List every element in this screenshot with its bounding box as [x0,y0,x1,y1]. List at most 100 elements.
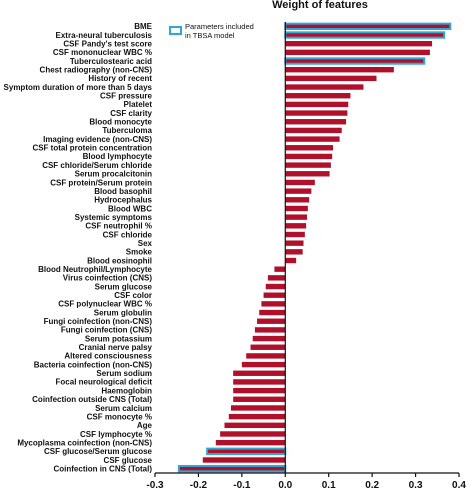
bar-30 [265,283,286,290]
category-label-3: CSF mononuclear WBC % [53,48,152,57]
bar-29 [267,275,286,281]
chart-title: Weight of features [272,0,368,11]
x-tick-label-4: 0.1 [322,480,336,490]
category-label-50: CSF glucose [104,456,153,465]
bar-4 [284,57,426,65]
bar-50 [202,457,286,463]
category-label-36: Serum potassium [85,334,152,343]
bar-27 [285,257,297,264]
bar-16 [285,162,331,168]
category-label-10: CSF clarity [110,109,152,118]
category-label-18: CSF protein/Serum protein [50,178,152,187]
category-label-21: Blood WBC [108,204,152,213]
bar-14 [285,145,334,151]
bar-47 [220,431,286,437]
category-label-43: Coinfection outside CNS (Total) [32,395,152,404]
bar-8 [285,93,351,99]
bar-11 [285,119,347,125]
category-label-5: Chest radiography (non-CNS) [40,66,153,75]
bar-15 [285,153,333,160]
legend-swatch [169,26,182,35]
bar-13 [285,136,340,142]
category-label-24: CSF chloride [103,230,153,239]
bar-28 [274,266,286,272]
category-label-32: CSF polynuclear WBC % [58,300,152,309]
bar-42 [233,387,286,394]
bar-44 [231,405,286,411]
bar-45 [228,413,286,420]
legend-label-line1: Parameters included [185,22,254,31]
bar-24 [285,231,305,238]
bar-26 [285,249,303,255]
bar-7 [285,84,364,90]
category-label-47: CSF lymphocyte % [80,430,152,439]
bar-49 [206,447,287,456]
category-label-1: Extra-neural tuberculosis [56,31,153,40]
category-label-33: Serum globulin [94,308,152,317]
bar-43 [233,396,286,402]
category-label-26: Smoke [126,248,153,257]
bar-2 [285,40,433,47]
category-label-45: CSF monocyte % [87,412,152,421]
category-label-41: Focal neurological deficit [56,378,153,387]
category-label-49: CSF glucose/Serum glucose [44,447,153,456]
bar-5 [285,67,394,73]
bar-18 [285,179,315,186]
bar-6 [285,75,377,82]
category-label-19: Blood basophil [94,187,152,196]
category-label-11: Blood monocyte [89,118,152,127]
x-tick-label-6: 0.3 [409,480,423,490]
bar-35 [254,327,286,333]
bar-48 [215,439,286,446]
category-label-15: Blood lymphocyte [83,152,153,161]
bar-31 [263,292,286,298]
bar-0 [284,22,452,31]
legend: Parameters included in TBSA model [169,22,254,40]
bar-23 [285,223,307,229]
category-label-31: CSF color [114,291,152,300]
category-label-39: Bacteria coinfection (non-CNS) [34,360,153,369]
x-tick-label-5: 0.2 [365,480,379,490]
category-label-34: Fungi coinfection (non-CNS) [44,317,153,326]
category-label-17: Serum procalcitonin [75,170,152,179]
category-label-25: Sex [138,239,153,248]
category-label-42: Haemoglobin [101,386,152,395]
bar-32 [261,301,286,307]
bar-19 [285,188,312,194]
bar-21 [285,205,308,212]
bar-34 [257,318,286,324]
bar-1 [284,31,446,39]
category-label-2: CSF Pandy's test score [63,39,152,48]
category-label-22: Systemic symptoms [75,213,153,222]
category-label-4: Tuberculostearic acid [70,57,152,66]
bar-36 [252,335,286,342]
bar-9 [285,101,349,108]
axes-group: -0.3 -0.2 -0.1 0.0 0.1 0.2 0.3 0.4 [146,22,466,490]
category-label-16: CSF chloride/Serum chloride [42,161,152,170]
category-label-46: Age [137,421,153,430]
category-label-48: Mycoplasma coinfection (non-CNS) [17,438,152,447]
x-tick-label-2: -0.1 [233,480,251,490]
bar-17 [285,171,330,177]
category-label-29: Virus coinfection (CNS) [63,274,153,283]
category-label-20: Hydrocephalus [94,196,152,205]
category-label-23: CSF neutrophil % [85,222,152,231]
category-label-44: Serum calcium [95,404,152,413]
bar-22 [285,214,307,220]
bar-40 [233,370,286,376]
category-label-12: Tuberculoma [102,126,152,135]
bar-41 [233,379,286,385]
x-tick-label-1: -0.2 [190,480,208,490]
category-label-14: CSF total protein concentration [32,144,152,153]
category-label-37: Cranial nerve palsy [79,343,153,352]
bar-46 [224,422,286,428]
bar-33 [259,309,286,316]
category-label-35: Fungi coinfection (CNS) [61,326,152,335]
bar-20 [285,197,310,203]
category-label-38: Altered consciousness [64,352,152,361]
category-label-0: BME [134,22,152,31]
category-label-13: Imaging evidence (non-CNS) [43,135,152,144]
